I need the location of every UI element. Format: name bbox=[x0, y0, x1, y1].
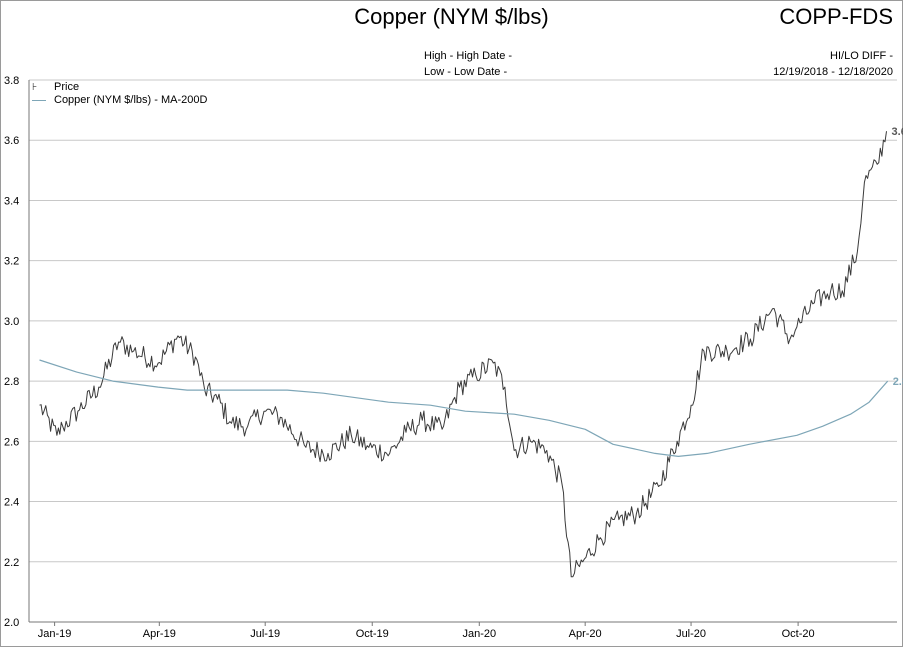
y-tick-label: 2.4 bbox=[4, 497, 19, 509]
legend-label-ma: Copper (NYM $/lbs) - MA-200D bbox=[54, 94, 208, 106]
y-tick-label: 3.2 bbox=[4, 256, 19, 268]
x-tick-label: Jan-19 bbox=[38, 628, 72, 640]
end-labels: 3.63 2.80 bbox=[892, 126, 903, 388]
legend: ⊦ Price Copper (NYM $/lbs) - MA-200D bbox=[32, 81, 207, 107]
y-tick-label: 2.8 bbox=[4, 376, 19, 388]
y-tick-label: 3.6 bbox=[4, 135, 19, 147]
series bbox=[39, 131, 889, 578]
date-range-label: 12/19/2018 - 12/18/2020 bbox=[773, 66, 893, 78]
legend-label-price: Price bbox=[54, 81, 80, 93]
x-tick-label: Oct-19 bbox=[356, 628, 389, 640]
y-tick-label: 2.0 bbox=[4, 617, 19, 629]
x-tick-label: Jul-20 bbox=[676, 628, 706, 640]
x-tick-label: Jan-20 bbox=[462, 628, 496, 640]
y-tick-label: 3.4 bbox=[4, 195, 19, 207]
ma-end-label: 2.80 bbox=[893, 376, 903, 388]
chart-title: Copper (NYM $/lbs) bbox=[354, 4, 549, 29]
high-label: High - High Date - bbox=[424, 50, 513, 62]
x-tick-label: Apr-20 bbox=[569, 628, 602, 640]
legend-item-ma: Copper (NYM $/lbs) - MA-200D bbox=[32, 94, 207, 107]
x-tick-label: Apr-19 bbox=[143, 628, 176, 640]
x-tick-label: Jul-19 bbox=[250, 628, 280, 640]
x-tick-label: Oct-20 bbox=[782, 628, 815, 640]
y-tick-label: 2.6 bbox=[4, 436, 19, 448]
ma-legend-line-icon bbox=[32, 100, 46, 101]
price-legend-marker-icon: ⊦ bbox=[32, 82, 38, 93]
low-label: Low - Low Date - bbox=[424, 66, 508, 78]
gridlines bbox=[29, 79, 897, 563]
legend-item-price: ⊦ Price bbox=[32, 81, 207, 94]
y-tick-label: 3.8 bbox=[4, 75, 19, 87]
ma-series-line bbox=[39, 359, 889, 457]
ticker-symbol: COPP-FDS bbox=[779, 4, 893, 29]
price-end-label: 3.63 bbox=[892, 126, 903, 138]
high-low-labels: High - High Date - Low - Low Date - bbox=[424, 48, 512, 80]
hilo-block: HI/LO DIFF - 12/19/2018 - 12/18/2020 bbox=[773, 48, 893, 80]
hilo-diff-label: HI/LO DIFF - bbox=[830, 50, 893, 62]
y-tick-label: 3.0 bbox=[4, 316, 19, 328]
axes: 2.0 2.2 2.4 2.6 2.8 3.0 3.2 3.4 3.6 3.8 Jan-19 Apr-… bbox=[4, 75, 897, 640]
y-tick-label: 2.2 bbox=[4, 557, 19, 569]
price-series-line bbox=[39, 131, 887, 578]
